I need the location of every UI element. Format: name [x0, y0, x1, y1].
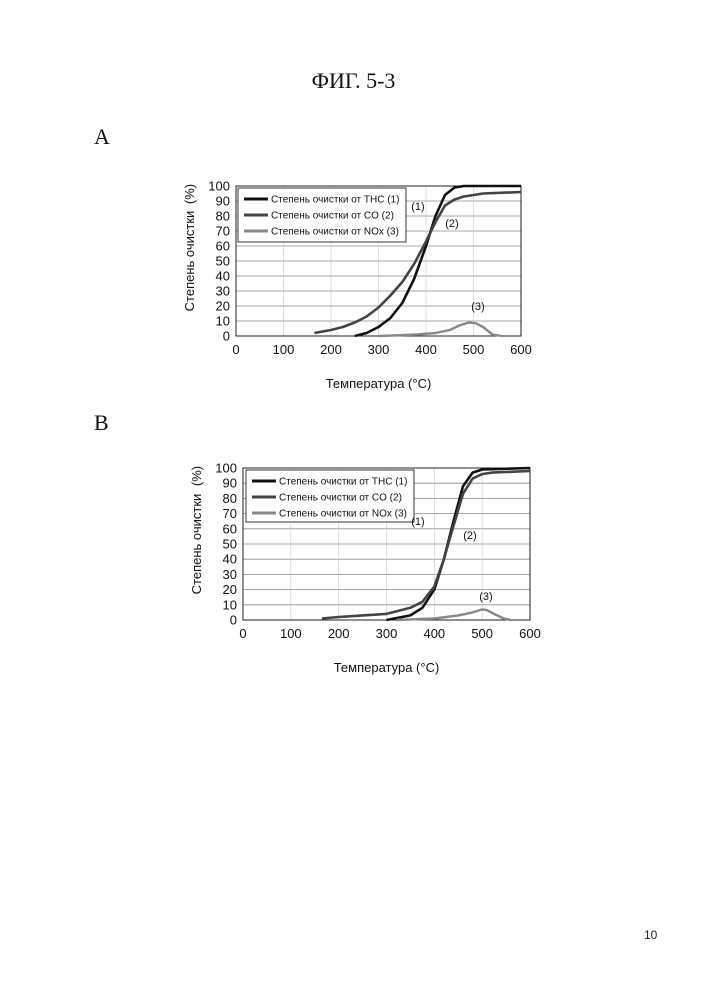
y-axis-unit: (%): [182, 184, 197, 204]
page-number: 10: [644, 928, 657, 942]
x-tick-label: 100: [280, 626, 302, 641]
y-tick-label: 40: [223, 552, 237, 567]
x-axis-label: Температура (°C): [334, 660, 440, 675]
x-tick-label: 200: [328, 626, 350, 641]
y-tick-label: 90: [223, 476, 237, 491]
chart-panel-a: 0102030405060708090100010020030040050060…: [0, 170, 707, 430]
legend-entry-3: Степень очистки от NOx (3): [271, 227, 399, 238]
y-tick-label: 90: [216, 194, 230, 209]
x-tick-label: 0: [232, 342, 239, 357]
y-tick-label: 30: [223, 567, 237, 582]
legend-entry-3: Степень очистки от NOx (3): [279, 509, 407, 520]
curve-tag-3: (3): [479, 591, 492, 603]
x-tick-label: 100: [273, 342, 295, 357]
curve-tag-2: (2): [463, 530, 476, 542]
y-axis-unit: (%): [189, 466, 204, 486]
panel-label-a: A: [94, 124, 110, 150]
x-axis-label: Температура (°C): [326, 376, 432, 391]
series-line-3: [379, 323, 503, 337]
x-tick-label: 500: [463, 342, 485, 357]
y-tick-label: 20: [223, 582, 237, 597]
y-tick-label: 0: [223, 329, 230, 344]
y-tick-label: 80: [216, 209, 230, 224]
curve-tag-3: (3): [471, 301, 484, 313]
curve-tag-2: (2): [445, 218, 458, 230]
x-tick-label: 0: [239, 626, 246, 641]
y-tick-label: 20: [216, 299, 230, 314]
x-tick-label: 400: [415, 342, 437, 357]
y-axis-label: Степень очистки: [189, 494, 204, 595]
y-tick-label: 100: [215, 461, 237, 476]
y-tick-label: 50: [216, 254, 230, 269]
x-tick-label: 400: [423, 626, 445, 641]
y-tick-label: 60: [223, 521, 237, 536]
y-tick-label: 30: [216, 284, 230, 299]
x-tick-label: 500: [471, 626, 493, 641]
y-tick-label: 70: [216, 224, 230, 239]
y-axis-label: Степень очистки: [182, 211, 197, 312]
y-tick-label: 10: [223, 597, 237, 612]
y-tick-label: 40: [216, 269, 230, 284]
y-tick-label: 80: [223, 491, 237, 506]
panel-label-b: B: [94, 410, 109, 436]
y-tick-label: 60: [216, 239, 230, 254]
curve-tag-1: (1): [411, 516, 424, 528]
y-tick-label: 100: [208, 179, 230, 194]
curve-tag-1: (1): [411, 201, 424, 213]
figure-title: ФИГ. 5-3: [0, 68, 707, 94]
x-tick-label: 300: [368, 342, 390, 357]
x-tick-label: 200: [320, 342, 342, 357]
x-tick-label: 600: [510, 342, 532, 357]
y-tick-label: 0: [230, 613, 237, 628]
legend-entry-2: Степень очистки от CO (2): [279, 493, 402, 504]
legend-entry-1: Степень очистки от THC (1): [279, 477, 407, 488]
legend-entry-2: Степень очистки от CO (2): [271, 211, 394, 222]
legend-entry-1: Степень очистки от THC (1): [271, 195, 399, 206]
chart-panel-b: 0102030405060708090100010020030040050060…: [0, 455, 707, 715]
x-tick-label: 300: [376, 626, 398, 641]
y-tick-label: 50: [223, 537, 237, 552]
y-tick-label: 70: [223, 506, 237, 521]
y-tick-label: 10: [216, 314, 230, 329]
x-tick-label: 600: [519, 626, 541, 641]
